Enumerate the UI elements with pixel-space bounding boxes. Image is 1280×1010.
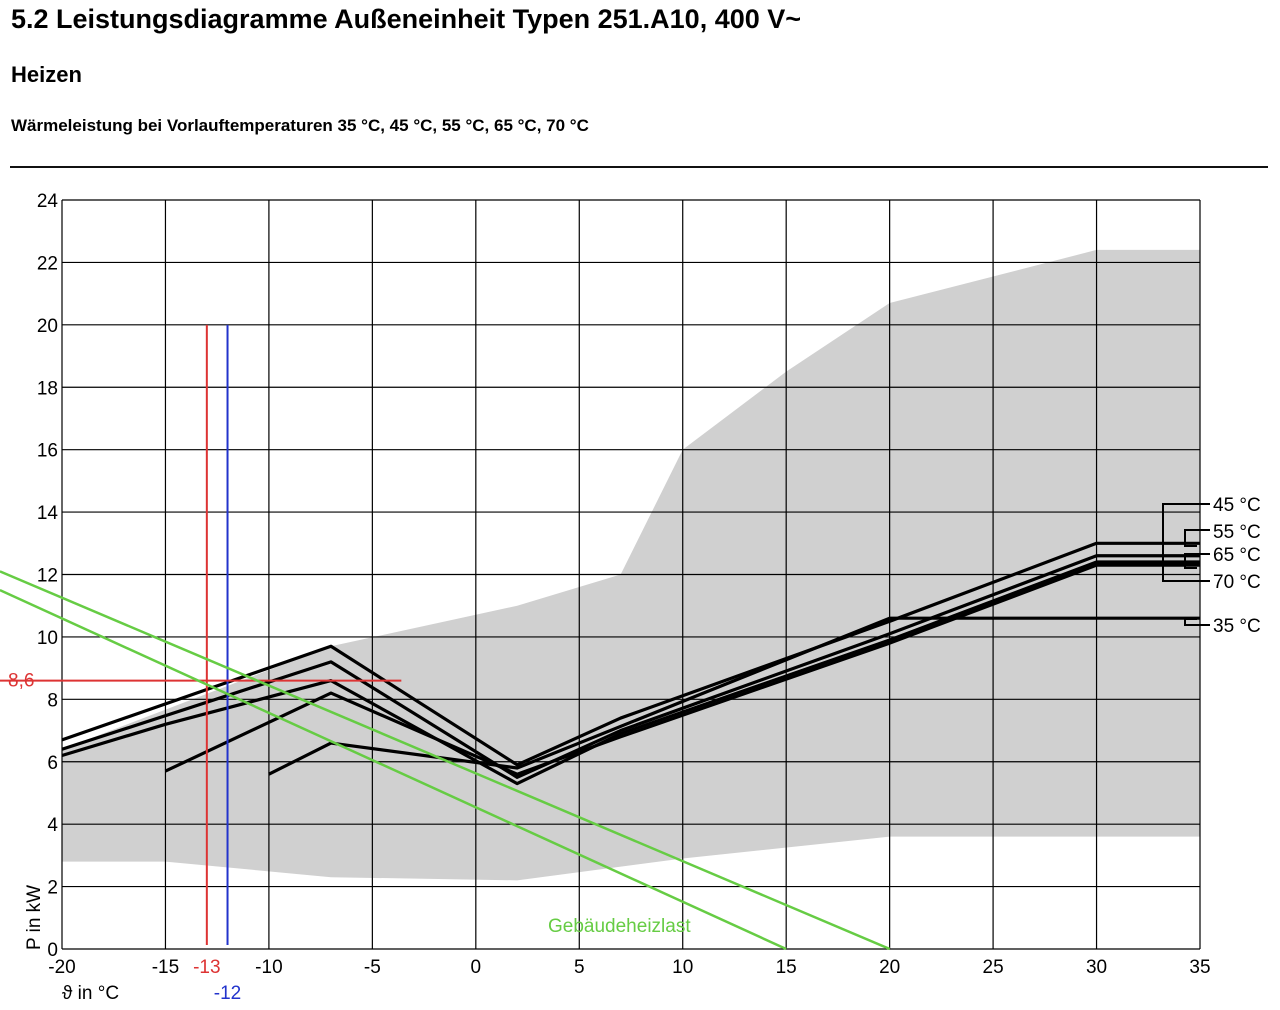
building-load-line-1 xyxy=(0,570,891,951)
chart-caption: Wärmeleistung bei Vorlauftemperaturen 35… xyxy=(11,116,589,135)
x-tick-label: 30 xyxy=(1086,957,1107,978)
section-heading: Heizen xyxy=(11,62,82,87)
x-tick-label: 0 xyxy=(471,957,482,978)
series-line-4 xyxy=(268,616,1200,776)
y-tick-label: 22 xyxy=(37,253,58,274)
legend-bracket-35 xyxy=(1184,618,1210,626)
operating-range-area xyxy=(62,249,1200,881)
legend-bracket-outer xyxy=(1162,503,1210,582)
legend-label-4: 35 °C xyxy=(1213,616,1261,637)
y-tick-label: 4 xyxy=(47,815,58,836)
y-tick-label: 10 xyxy=(37,628,58,649)
legend-bracket-55 xyxy=(1184,529,1210,547)
series-line-3 xyxy=(164,563,1200,776)
y-tick-label: 2 xyxy=(47,878,58,899)
marker-blue-x-label: -12 xyxy=(214,983,241,1004)
y-axis-label: P in kW xyxy=(24,885,45,950)
y-tick-label: 6 xyxy=(47,753,58,774)
x-tick-label: -5 xyxy=(364,957,381,978)
x-tick-label: 10 xyxy=(672,957,693,978)
page-title: 5.2 Leistungsdiagramme Außeneinheit Type… xyxy=(11,4,802,34)
series-line-0 xyxy=(61,541,1200,767)
x-tick-label: -10 xyxy=(255,957,282,978)
x-tick-label: 25 xyxy=(983,957,1004,978)
x-tick-label: 15 xyxy=(776,957,797,978)
legend-label-3: 70 °C xyxy=(1213,572,1261,593)
y-tick-label: 24 xyxy=(37,191,59,212)
y-tick-label: 18 xyxy=(37,378,58,399)
y-tick-label: 8 xyxy=(47,690,58,711)
marker-red-x-label: -13 xyxy=(193,957,220,978)
marker-red-y-label: 8,6 xyxy=(8,671,34,692)
series-line-1 xyxy=(61,554,1200,779)
y-tick-label: 14 xyxy=(37,503,59,524)
y-tick-label: 16 xyxy=(37,441,58,462)
x-axis-label: ϑ in °C xyxy=(62,983,119,1004)
x-tick-label: 35 xyxy=(1189,957,1210,978)
divider xyxy=(10,166,1268,168)
y-tick-label: 12 xyxy=(37,566,58,587)
legend-label-0: 45 °C xyxy=(1213,495,1261,516)
y-tick-label: 20 xyxy=(37,316,58,337)
legend-bracket-65 xyxy=(1184,553,1210,569)
legend-label-1: 55 °C xyxy=(1213,522,1261,543)
building-load-line-0 xyxy=(0,588,787,951)
building-load-label: Gebäudeheizlast xyxy=(548,916,691,937)
x-tick-label: -20 xyxy=(48,957,75,978)
legend-label-2: 65 °C xyxy=(1213,545,1261,566)
x-tick-label: -15 xyxy=(152,957,179,978)
x-tick-label: 5 xyxy=(574,957,585,978)
series-line-2 xyxy=(61,560,1200,786)
x-tick-label: 20 xyxy=(879,957,900,978)
y-tick-label: 0 xyxy=(47,940,58,961)
